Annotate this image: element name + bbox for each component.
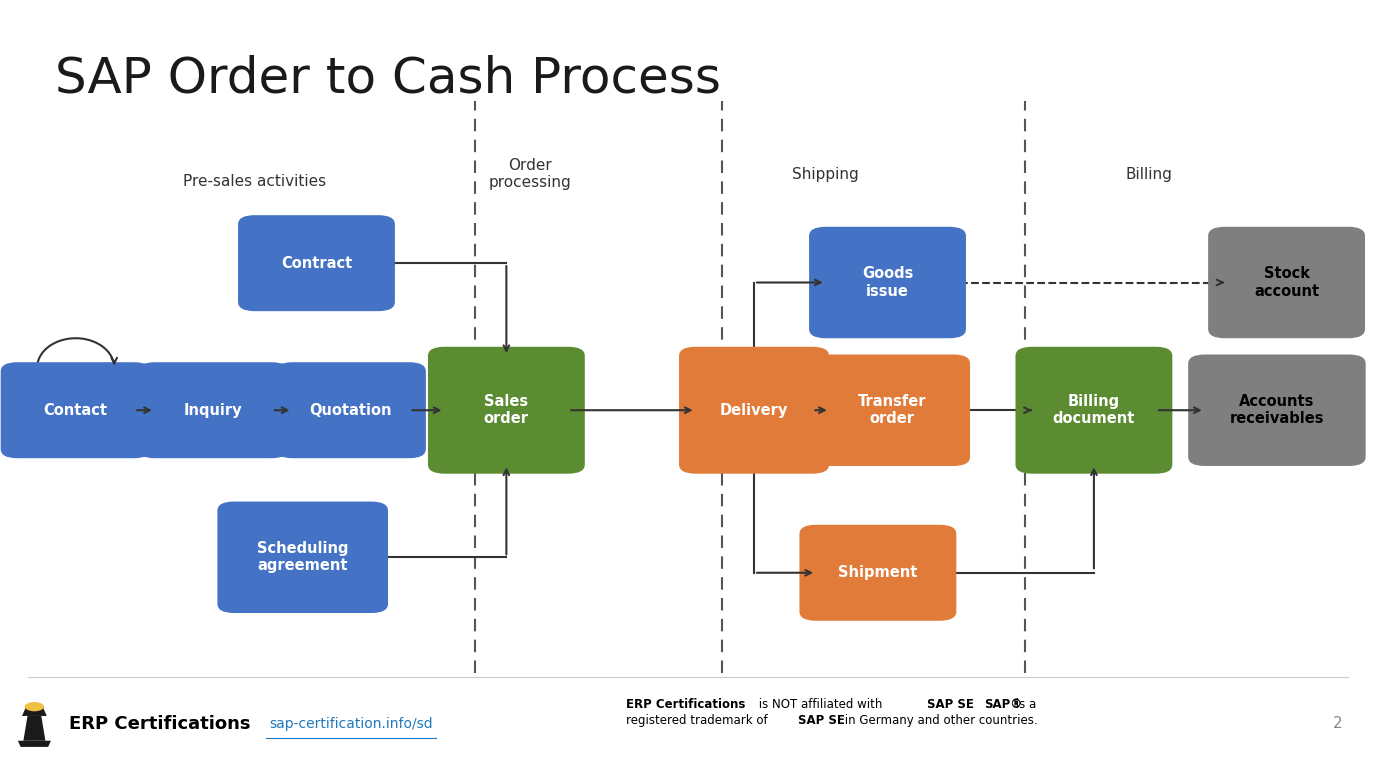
Text: Billing
document: Billing document bbox=[1053, 394, 1135, 426]
Text: Goods
issue: Goods issue bbox=[861, 266, 914, 299]
Text: Shipment: Shipment bbox=[838, 565, 918, 580]
FancyBboxPatch shape bbox=[1189, 354, 1365, 466]
Text: Scheduling
agreement: Scheduling agreement bbox=[257, 541, 348, 574]
Polygon shape bbox=[23, 716, 45, 741]
Text: Shipping: Shipping bbox=[793, 166, 859, 182]
FancyBboxPatch shape bbox=[238, 215, 395, 311]
Text: Quotation: Quotation bbox=[310, 402, 392, 418]
Text: is a: is a bbox=[1013, 698, 1036, 711]
Text: registered trademark of: registered trademark of bbox=[626, 714, 772, 727]
FancyBboxPatch shape bbox=[799, 525, 956, 621]
Text: ERP Certifications: ERP Certifications bbox=[626, 698, 746, 711]
Text: is NOT affiliated with: is NOT affiliated with bbox=[755, 698, 886, 711]
FancyBboxPatch shape bbox=[1208, 227, 1365, 338]
FancyBboxPatch shape bbox=[217, 502, 388, 613]
Ellipse shape bbox=[25, 702, 44, 711]
FancyBboxPatch shape bbox=[680, 347, 828, 474]
Text: Pre-sales activities: Pre-sales activities bbox=[183, 174, 326, 190]
Text: in Germany and other countries.: in Germany and other countries. bbox=[841, 714, 1038, 727]
Text: .: . bbox=[970, 698, 977, 711]
Text: Stock
account: Stock account bbox=[1254, 266, 1320, 299]
Text: SAP®: SAP® bbox=[984, 698, 1022, 711]
Text: sap-certification.info/sd: sap-certification.info/sd bbox=[270, 717, 432, 731]
Text: Accounts
receivables: Accounts receivables bbox=[1230, 394, 1324, 426]
Text: Inquiry: Inquiry bbox=[184, 402, 242, 418]
Polygon shape bbox=[18, 741, 51, 747]
FancyBboxPatch shape bbox=[0, 362, 151, 458]
FancyBboxPatch shape bbox=[813, 354, 970, 466]
FancyBboxPatch shape bbox=[275, 362, 427, 458]
Text: Billing: Billing bbox=[1126, 166, 1172, 182]
Text: Contract: Contract bbox=[281, 255, 352, 271]
Text: SAP SE: SAP SE bbox=[926, 698, 973, 711]
Text: SAP SE: SAP SE bbox=[798, 714, 845, 727]
FancyBboxPatch shape bbox=[428, 347, 585, 474]
Text: Transfer
order: Transfer order bbox=[857, 394, 926, 426]
Text: Sales
order: Sales order bbox=[484, 394, 528, 426]
Text: Order
processing: Order processing bbox=[488, 158, 571, 190]
Text: SAP Order to Cash Process: SAP Order to Cash Process bbox=[55, 54, 721, 102]
FancyBboxPatch shape bbox=[1015, 347, 1172, 474]
FancyBboxPatch shape bbox=[809, 227, 966, 338]
Text: Delivery: Delivery bbox=[720, 402, 788, 418]
Text: Contact: Contact bbox=[44, 402, 107, 418]
Polygon shape bbox=[22, 707, 47, 716]
Text: 2: 2 bbox=[1333, 716, 1342, 731]
Text: ERP Certifications: ERP Certifications bbox=[69, 714, 250, 733]
FancyBboxPatch shape bbox=[138, 362, 289, 458]
